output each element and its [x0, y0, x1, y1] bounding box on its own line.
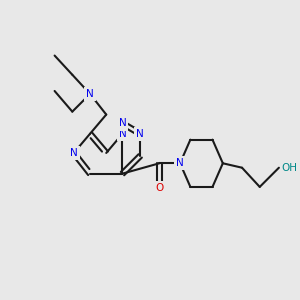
Text: O: O — [155, 183, 164, 194]
Text: N: N — [118, 129, 126, 139]
Text: N: N — [176, 158, 184, 168]
Text: N: N — [136, 129, 144, 139]
Text: N: N — [70, 148, 78, 158]
Text: OH: OH — [282, 163, 298, 173]
Text: N: N — [86, 89, 94, 99]
Text: N: N — [118, 118, 126, 128]
